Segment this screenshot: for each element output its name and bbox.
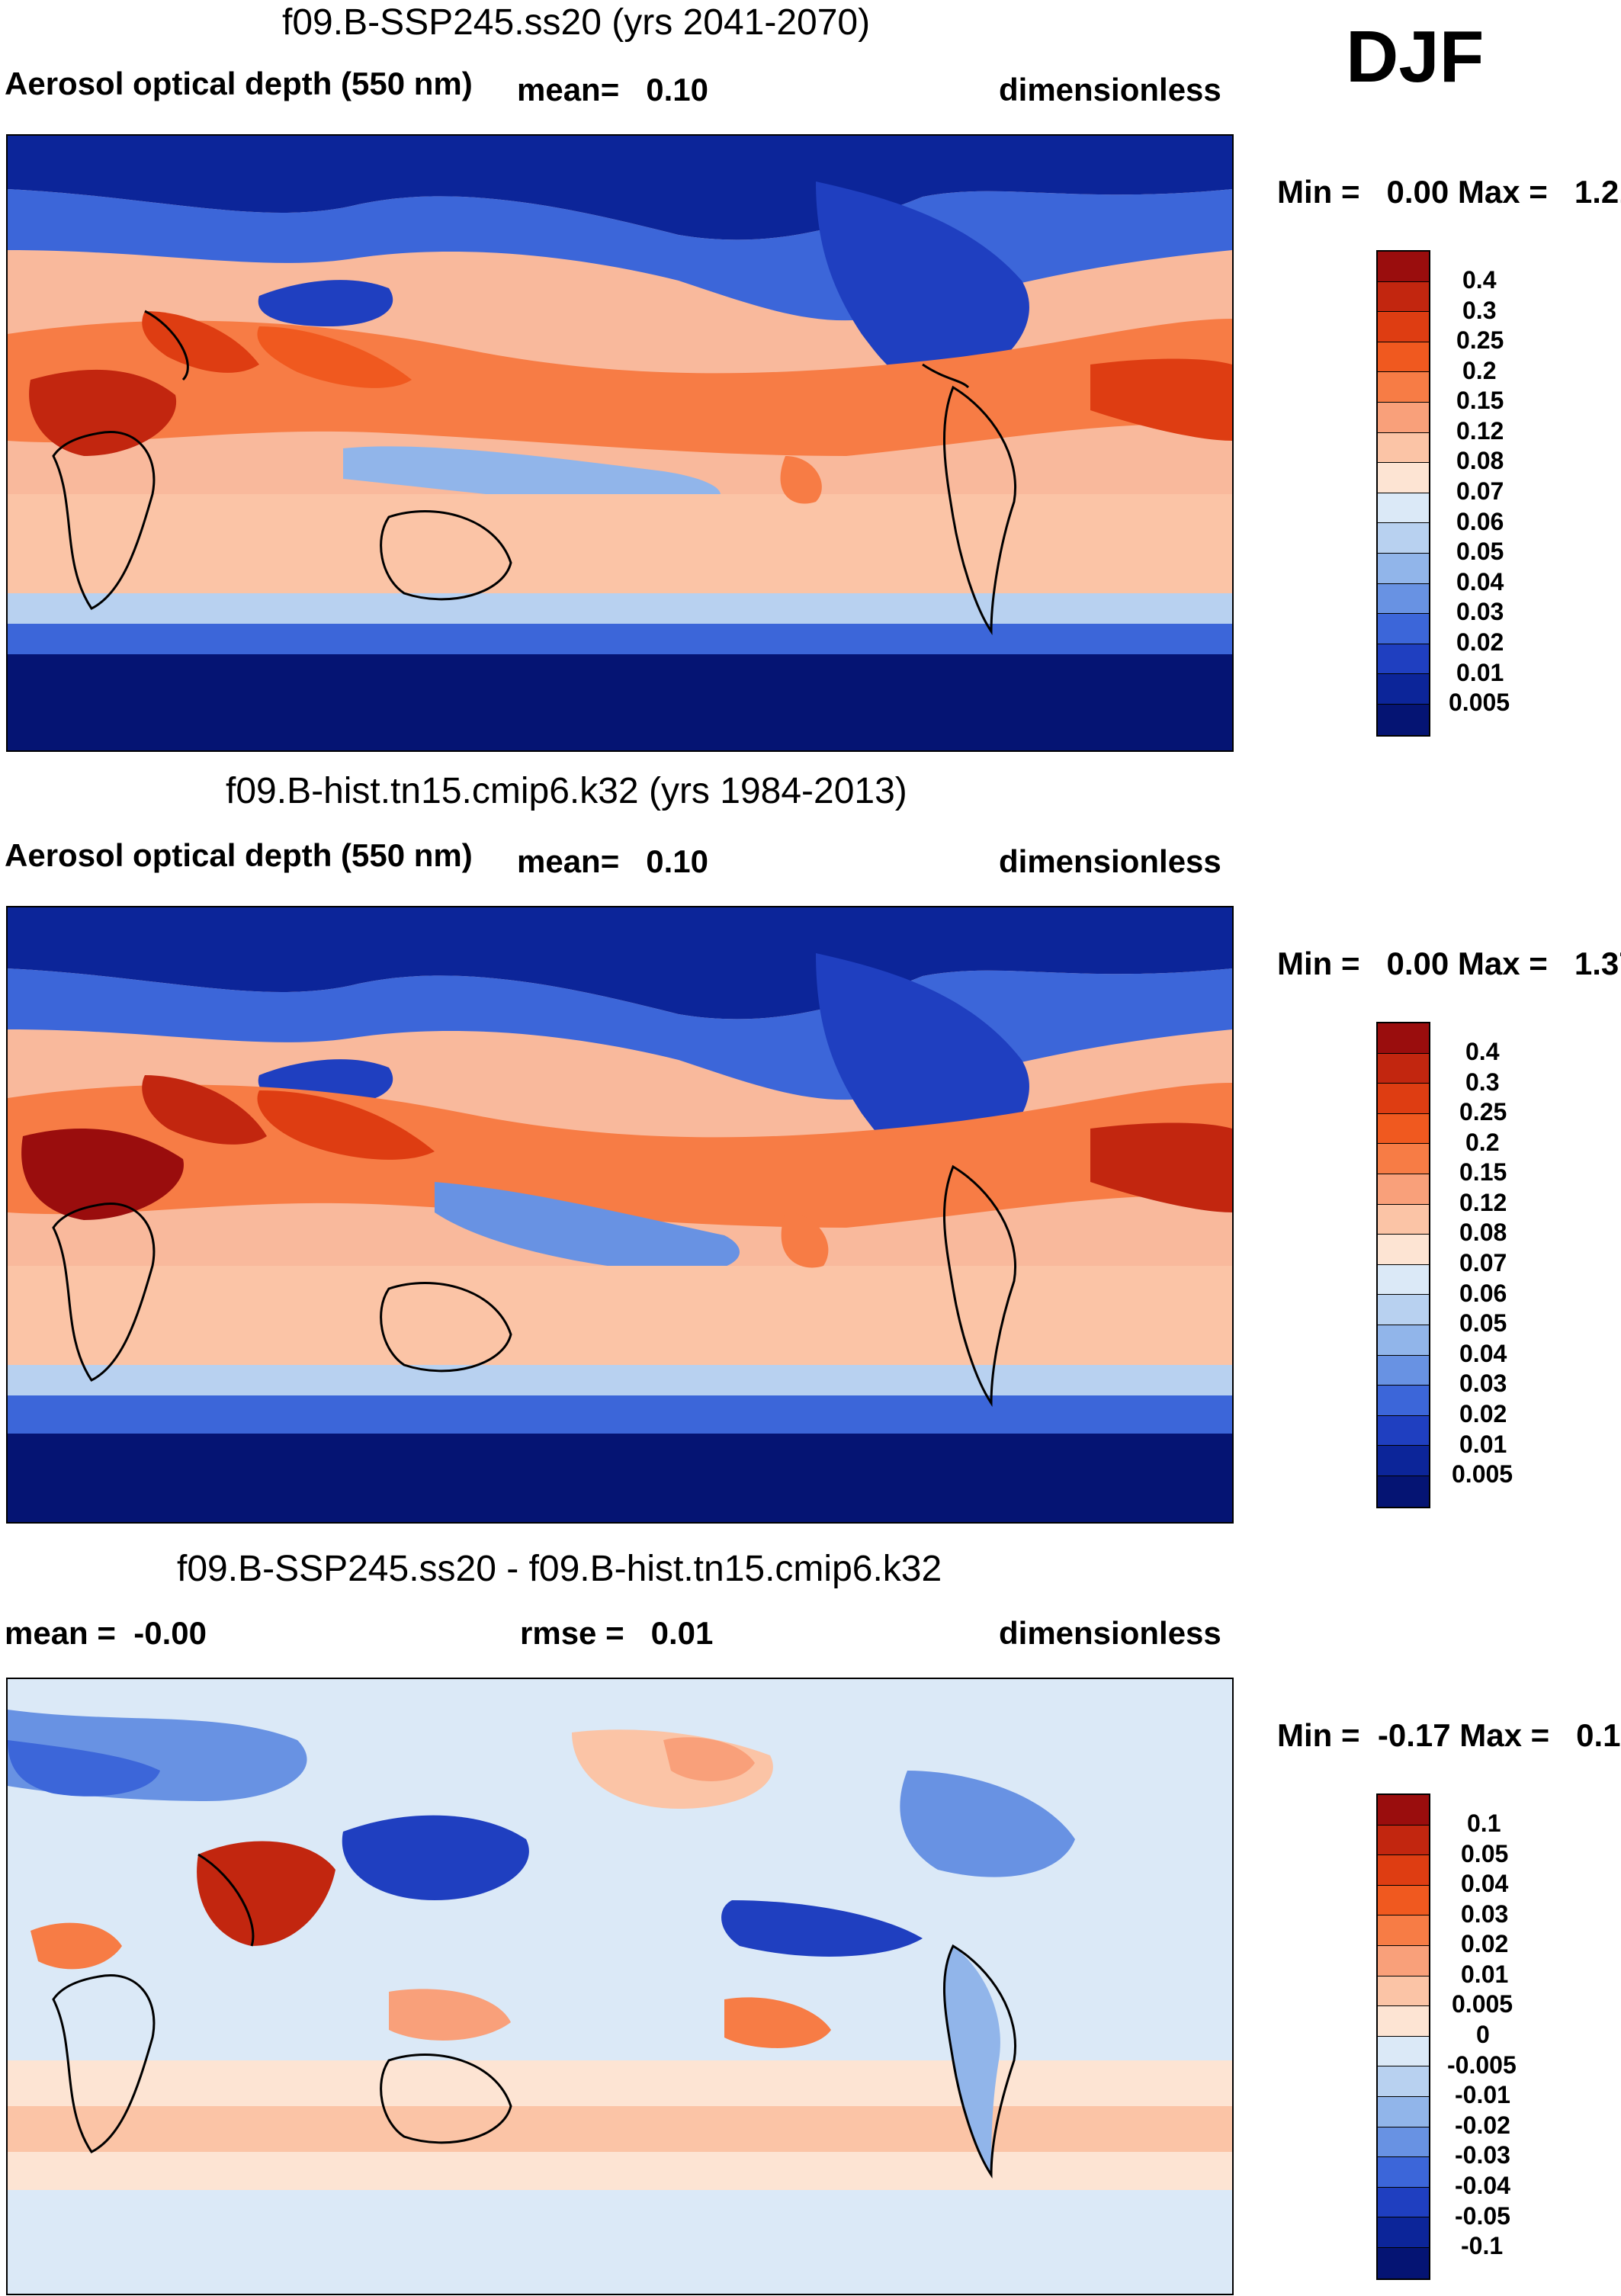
panel3-title: f09.B-SSP245.ss20 - f09.B-hist.tn15.cmip…	[177, 1549, 942, 1589]
cbar-tick: 0.4	[1465, 1038, 1500, 1065]
panel2-variable-label: Aerosol optical depth (550 nm)	[5, 837, 473, 873]
cbar-tick: 0.03	[1456, 598, 1504, 625]
cbar-tick: 0.02	[1461, 1930, 1509, 1957]
cbar-tick: 0.05	[1461, 1840, 1509, 1867]
cbar-tick: 0.05	[1459, 1309, 1507, 1337]
cbar-tick: -0.04	[1455, 2172, 1510, 2199]
cbar-tick: 0.03	[1459, 1370, 1507, 1397]
cbar-tick: 0.07	[1459, 1249, 1507, 1276]
panel3-mean-label: mean = -0.00	[5, 1615, 207, 1651]
panel3-rmse-label: rmse = 0.01	[520, 1615, 714, 1651]
cbar-tick: 0.01	[1456, 659, 1504, 686]
panel1-units-label: dimensionless	[999, 72, 1221, 108]
cbar-tick: 0.04	[1461, 1870, 1509, 1897]
cbar-tick: 0.005	[1452, 1460, 1513, 1488]
cbar-tick: 0.25	[1456, 326, 1504, 354]
cbar-tick: 0.1	[1467, 1810, 1501, 1837]
season-label: DJF	[1346, 16, 1485, 98]
panel3-units-label: dimensionless	[999, 1615, 1221, 1651]
panel2-units-label: dimensionless	[999, 843, 1221, 879]
cbar-tick: 0.04	[1459, 1340, 1507, 1367]
panel3-minmax-label: Min = -0.17 Max = 0.14	[1277, 1717, 1621, 1753]
panel1-map	[6, 134, 1234, 752]
cbar-tick: 0.25	[1459, 1098, 1507, 1126]
cbar-tick: 0.15	[1456, 387, 1504, 414]
cbar-tick: 0.05	[1456, 538, 1504, 565]
cbar-tick: 0.3	[1462, 297, 1497, 324]
cbar-tick: 0.08	[1459, 1219, 1507, 1246]
cbar-tick: 0.02	[1456, 628, 1504, 656]
panel2-map	[6, 906, 1234, 1524]
panel1-mean-label: mean= 0.10	[517, 72, 708, 108]
panel2-mean-label: mean= 0.10	[517, 843, 708, 879]
cbar-tick: 0.2	[1462, 357, 1497, 384]
cbar-tick: 0.3	[1465, 1068, 1500, 1096]
cbar-tick: 0.4	[1462, 266, 1497, 294]
cbar-tick: 0.03	[1461, 1900, 1509, 1928]
cbar-tick: 0.2	[1465, 1129, 1500, 1156]
panel2-map-field	[8, 907, 1232, 1522]
cbar-tick: 0.01	[1461, 1960, 1509, 1988]
cbar-tick: 0.005	[1449, 689, 1510, 716]
cbar-tick: 0.12	[1459, 1189, 1507, 1216]
panel1-map-field	[8, 136, 1232, 750]
cbar-tick: -0.02	[1455, 2111, 1510, 2139]
cbar-tick: 0.02	[1459, 1400, 1507, 1427]
cbar-tick: -0.005	[1447, 2051, 1517, 2079]
cbar-tick: -0.05	[1455, 2202, 1510, 2230]
cbar-tick: 0.12	[1456, 417, 1504, 445]
panel3-map-field	[8, 1679, 1232, 2294]
panel2-title: f09.B-hist.tn15.cmip6.k32 (yrs 1984-2013…	[226, 771, 907, 811]
panel1-variable-label: Aerosol optical depth (550 nm)	[5, 66, 473, 101]
cbar-tick: 0.04	[1456, 568, 1504, 596]
panel1-colorbar	[1376, 250, 1430, 737]
panel3-map	[6, 1678, 1234, 2295]
cbar-tick: 0.01	[1459, 1431, 1507, 1458]
cbar-tick: -0.03	[1455, 2141, 1510, 2169]
cbar-tick: 0.08	[1456, 447, 1504, 474]
panel2-minmax-label: Min = 0.00 Max = 1.37	[1277, 946, 1621, 981]
cbar-tick: 0.07	[1456, 477, 1504, 505]
panel3-colorbar	[1376, 1793, 1430, 2280]
cbar-tick: 0.15	[1459, 1158, 1507, 1186]
cbar-tick: -0.01	[1455, 2081, 1510, 2108]
cbar-tick: 0.005	[1452, 1990, 1513, 2018]
cbar-tick: 0.06	[1456, 508, 1504, 535]
panel1-minmax-label: Min = 0.00 Max = 1.21	[1277, 174, 1621, 210]
cbar-tick: 0	[1476, 2021, 1490, 2048]
panel1-title: f09.B-SSP245.ss20 (yrs 2041-2070)	[282, 2, 871, 43]
cbar-tick: 0.06	[1459, 1280, 1507, 1307]
cbar-tick: -0.1	[1461, 2232, 1504, 2259]
panel2-colorbar	[1376, 1022, 1430, 1508]
